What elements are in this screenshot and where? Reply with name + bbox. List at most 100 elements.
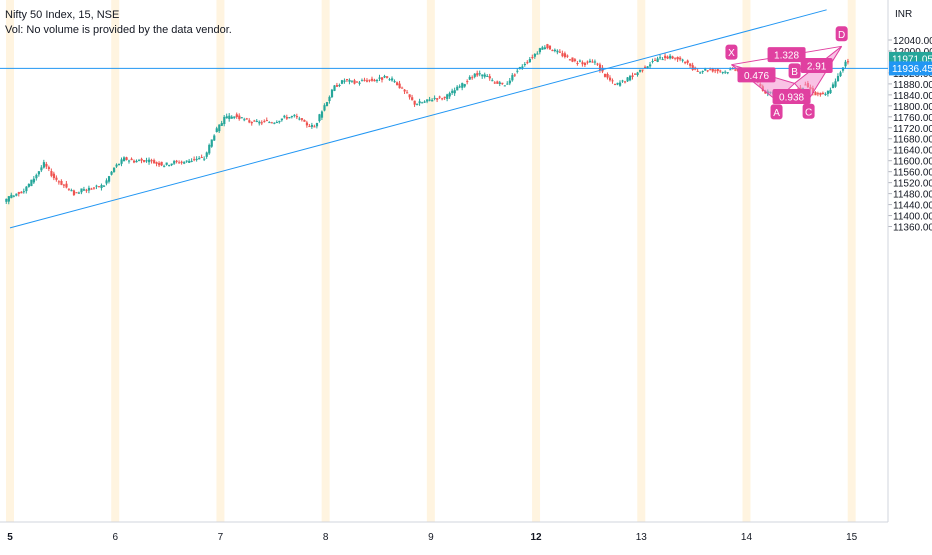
candle-body bbox=[117, 163, 121, 166]
y-tick-label: 11880.00 bbox=[893, 80, 932, 91]
candle-body bbox=[25, 186, 28, 192]
candle-body bbox=[834, 81, 837, 87]
candle-body bbox=[573, 59, 577, 61]
candle-body bbox=[398, 83, 401, 89]
candle-body bbox=[335, 85, 339, 87]
candle-body bbox=[353, 80, 356, 84]
candle-body bbox=[626, 77, 629, 82]
candle-body bbox=[608, 77, 612, 81]
ratio-badge bbox=[772, 89, 811, 105]
candle-body bbox=[563, 53, 567, 58]
candle-body bbox=[143, 160, 146, 162]
y-tick-label: 11480.00 bbox=[893, 190, 932, 201]
point-badge bbox=[802, 103, 815, 119]
candle-body bbox=[370, 78, 374, 81]
candle-body bbox=[724, 71, 727, 73]
candle-body bbox=[82, 189, 86, 191]
candle-body bbox=[639, 69, 642, 72]
candle-body bbox=[358, 82, 361, 84]
candle-body bbox=[50, 171, 53, 176]
candle-body bbox=[333, 85, 336, 91]
candle-body bbox=[52, 173, 56, 179]
candle-body bbox=[716, 68, 719, 72]
trendline[interactable] bbox=[9, 9, 827, 229]
candle-body bbox=[671, 56, 674, 59]
candle-body bbox=[233, 116, 236, 118]
point-badge bbox=[725, 44, 738, 60]
candle-body bbox=[421, 102, 424, 104]
candle-body bbox=[401, 87, 404, 89]
candle-body bbox=[551, 50, 554, 52]
candle-body bbox=[443, 96, 446, 98]
y-tick-label: 11600.00 bbox=[893, 157, 932, 168]
price-marker bbox=[889, 61, 932, 76]
session-band bbox=[216, 0, 225, 522]
candle-body bbox=[403, 89, 406, 92]
candle-body bbox=[360, 80, 364, 82]
candle-body bbox=[729, 69, 732, 71]
candle-body bbox=[32, 178, 36, 183]
candle-body bbox=[486, 75, 489, 77]
candle-body bbox=[250, 122, 253, 124]
candle-body bbox=[616, 82, 619, 85]
candle-body bbox=[37, 171, 41, 175]
candle-body bbox=[42, 162, 46, 168]
candle-body bbox=[345, 79, 349, 81]
candle-body bbox=[506, 83, 509, 85]
candle-body bbox=[65, 183, 68, 188]
candle-body bbox=[701, 71, 704, 73]
x-tick-label: 6 bbox=[112, 532, 118, 543]
candle-body bbox=[338, 84, 341, 86]
candle-body bbox=[273, 122, 276, 124]
candle-body bbox=[516, 70, 519, 72]
x-tick-label: 15 bbox=[846, 532, 858, 543]
candle-body bbox=[581, 62, 584, 65]
candle-body bbox=[426, 99, 429, 102]
candle-body bbox=[603, 73, 607, 77]
candle-body bbox=[526, 62, 529, 64]
candle-body bbox=[47, 167, 51, 169]
candle-body bbox=[706, 70, 709, 72]
x-tick-label: 8 bbox=[323, 532, 329, 543]
candle-body bbox=[493, 82, 496, 84]
y-tick-label: 11360.00 bbox=[893, 223, 932, 234]
candle-body bbox=[513, 74, 516, 76]
candle-body bbox=[533, 53, 537, 57]
candle-body bbox=[263, 121, 266, 123]
y-tick-label: 11640.00 bbox=[893, 146, 932, 157]
candle-body bbox=[130, 158, 133, 161]
candle-body bbox=[208, 144, 211, 154]
candle-body bbox=[476, 73, 479, 76]
candle-body bbox=[165, 162, 168, 165]
candle-body bbox=[428, 99, 431, 101]
candle-body bbox=[55, 177, 58, 180]
candle-body bbox=[423, 101, 426, 103]
candle-body bbox=[576, 63, 579, 65]
candle-body bbox=[528, 59, 531, 63]
candle-body bbox=[433, 97, 436, 99]
candle-body bbox=[30, 179, 33, 187]
candle-body bbox=[375, 80, 379, 82]
candle-body bbox=[696, 70, 699, 72]
candle-body bbox=[541, 47, 544, 50]
candle-body bbox=[308, 126, 311, 128]
candle-body bbox=[145, 160, 148, 162]
candle-body bbox=[303, 119, 306, 122]
candle-body bbox=[285, 117, 289, 119]
candle-body bbox=[436, 98, 439, 100]
candle-body bbox=[40, 167, 43, 171]
candle-body bbox=[283, 115, 286, 118]
candle-body bbox=[711, 68, 714, 72]
candle-body bbox=[17, 192, 20, 194]
candle-body bbox=[175, 160, 178, 162]
candle-body bbox=[498, 82, 501, 84]
candle-body bbox=[451, 90, 454, 93]
candle-body bbox=[213, 135, 216, 141]
y-tick-label: 11760.00 bbox=[893, 113, 932, 124]
candle-body bbox=[365, 80, 369, 82]
candle-body bbox=[115, 164, 118, 167]
candle-body bbox=[243, 119, 246, 121]
candle-body bbox=[448, 93, 451, 97]
